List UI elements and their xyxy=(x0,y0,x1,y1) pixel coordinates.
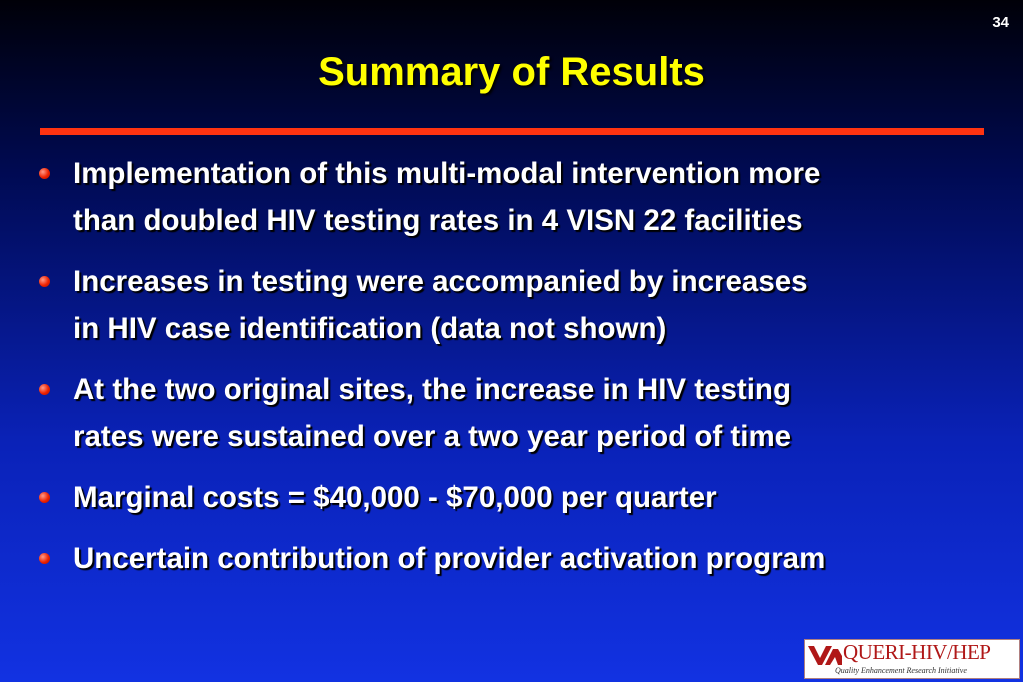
bullet-item: Marginal costs = $40,000 - $70,000 per q… xyxy=(36,474,996,521)
bullet-text-line: At the two original sites, the increase … xyxy=(73,373,791,406)
bullet-dot-icon xyxy=(39,168,50,179)
bullet-text-line: Implementation of this multi-modal inter… xyxy=(73,157,821,190)
bullet-item: Uncertain contribution of provider activ… xyxy=(36,535,996,582)
slide-number: 34 xyxy=(992,14,1009,31)
va-chevron-icon xyxy=(808,646,842,665)
bullet-text-line: Increases in testing were accompanied by… xyxy=(73,265,808,298)
bullet-item: Increases in testing were accompanied by… xyxy=(36,258,996,352)
title-divider xyxy=(40,128,984,135)
bullet-text-line: than doubled HIV testing rates in 4 VISN… xyxy=(73,204,803,237)
bullet-item: At the two original sites, the increase … xyxy=(36,366,996,460)
bullet-text-line: Uncertain contribution of provider activ… xyxy=(73,542,826,575)
bullet-list: Implementation of this multi-modal inter… xyxy=(36,150,996,596)
bullet-text-line: in HIV case identification (data not sho… xyxy=(73,312,667,345)
slide-title: Summary of Results xyxy=(318,50,705,94)
bullet-text-line: rates were sustained over a two year per… xyxy=(73,420,792,453)
bullet-dot-icon xyxy=(39,553,50,564)
bullet-dot-icon xyxy=(39,384,50,395)
bullet-dot-icon xyxy=(39,276,50,287)
bullet-item: Implementation of this multi-modal inter… xyxy=(36,150,996,244)
logo-name: QUERI-HIV/HEP xyxy=(843,640,991,664)
logo-tagline: Quality Enhancement Research Initiative xyxy=(835,666,967,675)
queri-logo: QUERI-HIV/HEP Quality Enhancement Resear… xyxy=(804,639,1020,679)
bullet-text-line: Marginal costs = $40,000 - $70,000 per q… xyxy=(73,481,717,514)
bullet-dot-icon xyxy=(39,492,50,503)
